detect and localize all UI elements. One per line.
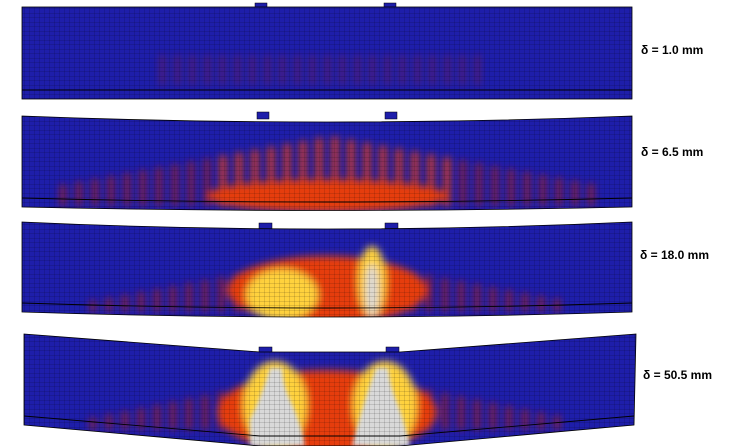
load-plate-right	[384, 111, 398, 120]
load-plate-left	[256, 111, 270, 120]
deflection-label-4: δ = 50.5 mm	[643, 368, 712, 382]
deflection-label-1: δ = 1.0 mm	[641, 43, 704, 57]
beam-panel-2	[21, 111, 633, 211]
beam-panel-3	[21, 221, 633, 318]
deflection-label-2: δ = 6.5 mm	[641, 145, 704, 159]
beam-panel-4	[23, 333, 637, 446]
beam-panel-1	[21, 2, 633, 100]
deflection-label-3: δ = 18.0 mm	[640, 248, 709, 262]
